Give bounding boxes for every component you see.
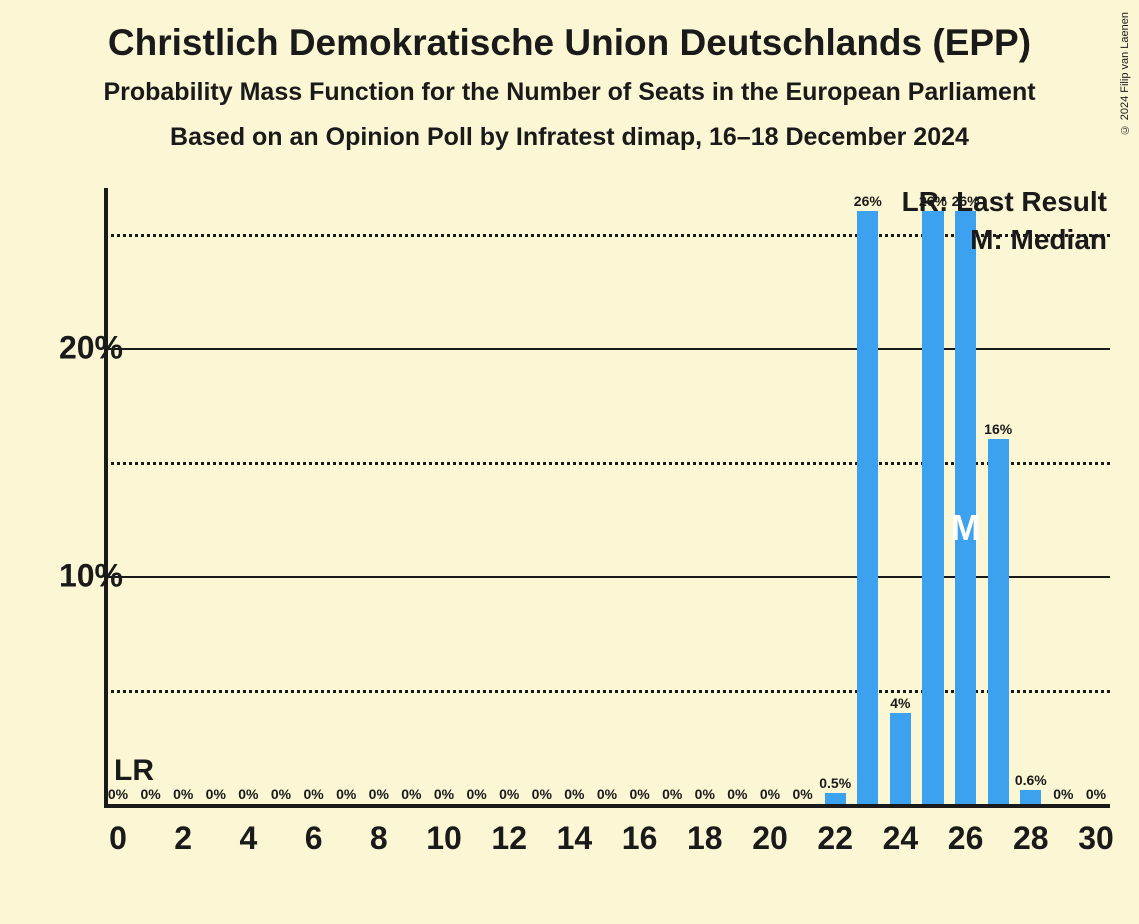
bar	[857, 211, 878, 804]
legend-m: M: Median	[970, 224, 1107, 256]
bar-value-label: 0%	[760, 786, 780, 802]
x-tick-label: 18	[687, 820, 723, 857]
x-tick-label: 24	[883, 820, 919, 857]
copyright-text: © 2024 Filip van Laenen	[1119, 12, 1131, 135]
bar-value-label: 4%	[890, 695, 910, 711]
bar-value-label: 0%	[727, 786, 747, 802]
bar-value-label: 0%	[499, 786, 519, 802]
bar-value-label: 0%	[695, 786, 715, 802]
bar-value-label: 16%	[984, 421, 1012, 437]
bar-value-label: 0%	[629, 786, 649, 802]
x-tick-label: 26	[948, 820, 984, 857]
legend-lr: LR: Last Result	[902, 186, 1107, 218]
x-tick-label: 20	[752, 820, 788, 857]
x-tick-label: 28	[1013, 820, 1049, 857]
x-tick-label: 8	[370, 820, 388, 857]
x-axis	[104, 804, 1110, 808]
bar	[890, 713, 911, 804]
bar-value-label: 0%	[206, 786, 226, 802]
bar-value-label: 0%	[597, 786, 617, 802]
bar	[922, 211, 943, 804]
bar-value-label: 0.6%	[1015, 772, 1047, 788]
bar-value-label: 0%	[173, 786, 193, 802]
bar-value-label: 0%	[369, 786, 389, 802]
bar-value-label: 0%	[238, 786, 258, 802]
chart-title: Christlich Demokratische Union Deutschla…	[0, 0, 1139, 64]
chart-subtitle-2: Based on an Opinion Poll by Infratest di…	[0, 107, 1139, 152]
bar-value-label: 0%	[336, 786, 356, 802]
y-tick-label: 10%	[59, 557, 123, 594]
bar	[988, 439, 1009, 804]
chart-subtitle-1: Probability Mass Function for the Number…	[0, 64, 1139, 107]
bar-value-label: 26%	[854, 193, 882, 209]
x-tick-label: 16	[622, 820, 658, 857]
bar-value-label: 0%	[792, 786, 812, 802]
bar-value-label: 0%	[434, 786, 454, 802]
x-tick-label: 10	[426, 820, 462, 857]
bar	[825, 793, 846, 804]
x-tick-label: 14	[557, 820, 593, 857]
x-tick-label: 30	[1078, 820, 1114, 857]
bar-value-label: 0%	[532, 786, 552, 802]
bar-value-label: 0.5%	[819, 775, 851, 791]
bar-value-label: 0%	[271, 786, 291, 802]
bar-value-label: 0%	[1086, 786, 1106, 802]
bar	[1020, 790, 1041, 804]
bar-value-label: 0%	[303, 786, 323, 802]
bar-value-label: 0%	[466, 786, 486, 802]
bar-value-label: 0%	[662, 786, 682, 802]
x-tick-label: 4	[239, 820, 257, 857]
median-marker: M	[951, 507, 981, 549]
bar-value-label: 0%	[564, 786, 584, 802]
bar-value-label: 0%	[1053, 786, 1073, 802]
x-tick-label: 22	[817, 820, 853, 857]
bar-value-label: 0%	[108, 786, 128, 802]
chart-plot-area: 0% 0% 0% 0% 0% 0% 0% 0% 0% 0% 0% 0% 0% 0% 0% 0% 0% 0% 0% 0%…	[104, 188, 1110, 808]
y-tick-label: 20%	[59, 329, 123, 366]
last-result-marker: LR	[114, 754, 154, 788]
x-tick-label: 12	[491, 820, 527, 857]
bar-value-label: 0%	[140, 786, 160, 802]
bar-value-label: 0%	[401, 786, 421, 802]
x-tick-label: 2	[174, 820, 192, 857]
x-tick-label: 0	[109, 820, 127, 857]
x-tick-label: 6	[305, 820, 323, 857]
y-axis	[104, 188, 108, 808]
